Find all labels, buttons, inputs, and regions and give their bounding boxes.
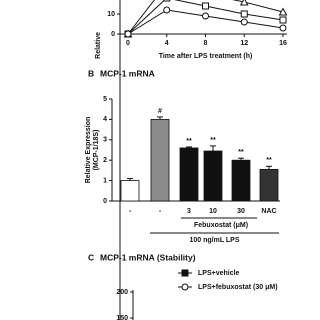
group-label: 100 ng/mL LPS [189,237,239,244]
significance-label: ** [238,149,244,156]
panel-title: MCP-1 mRNA (Stability) [100,252,196,262]
bar [231,159,251,202]
marker [163,6,171,14]
x-tick-label: NAC [261,208,276,215]
y-tick-label: 200 [116,289,128,296]
marker [239,0,249,6]
marker [279,24,287,32]
significance-label: ** [210,137,216,144]
y-tick-label: 1 [103,177,107,184]
marker [163,0,171,2]
legend-marker [181,269,189,277]
x-axis-label: Time after LPS treatment (h) [159,53,253,60]
bar [203,150,223,202]
panel-letter: B [88,68,94,78]
x-tick-label: - [159,208,162,215]
y-tick-label: 4 [103,116,107,123]
y-tick-label: 2 [103,157,107,164]
panel-title: MCP-1 mRNA [100,68,155,78]
series-line [127,0,284,35]
marker [279,16,287,24]
y-axis-label-line: (MCP-1/18S) [93,130,100,171]
x-tick-label: 10 [209,208,217,215]
legend-label: LPS+vehicle [198,270,240,277]
y-axis-label: Relative [95,32,102,59]
y-tick-label: 10 [107,11,115,18]
marker [202,2,209,10]
y-tick-label: 0 [111,31,115,38]
bar [120,180,140,202]
x-tick-label: 16 [279,40,287,47]
panel-letter: C [88,252,94,262]
x-tick-label: 8 [204,40,208,47]
legend-marker [181,283,189,291]
x-tick-label: 30 [237,208,245,215]
marker [124,30,132,38]
y-tick-label: 3 [103,137,107,144]
y-axis-label: Relative Expression(MCP-1/18S) [85,117,100,184]
x-tick-label: 0 [126,40,130,47]
x-tick-label: - [129,208,132,215]
marker [240,10,248,18]
significance-label: ** [266,157,272,164]
significance-label: # [158,108,162,115]
group-label: Febuxostat (μM) [194,222,248,229]
x-tick-label: 3 [187,208,191,215]
marker [278,7,288,16]
marker [240,18,248,26]
y-axis-label-line: Relative Expression [85,117,92,184]
x-tick-label: 12 [240,40,248,47]
y-tick-label: 0 [103,198,107,205]
bar [259,168,279,202]
bar [179,147,199,202]
bar [150,119,170,202]
legend-label: LPS+febuxostat (30 μM) [198,284,278,291]
y-tick-label: 5 [103,96,107,103]
significance-label: ** [186,138,192,145]
x-tick-label: 4 [165,40,169,47]
y-tick-label: 150 [116,315,128,320]
marker [202,12,209,20]
